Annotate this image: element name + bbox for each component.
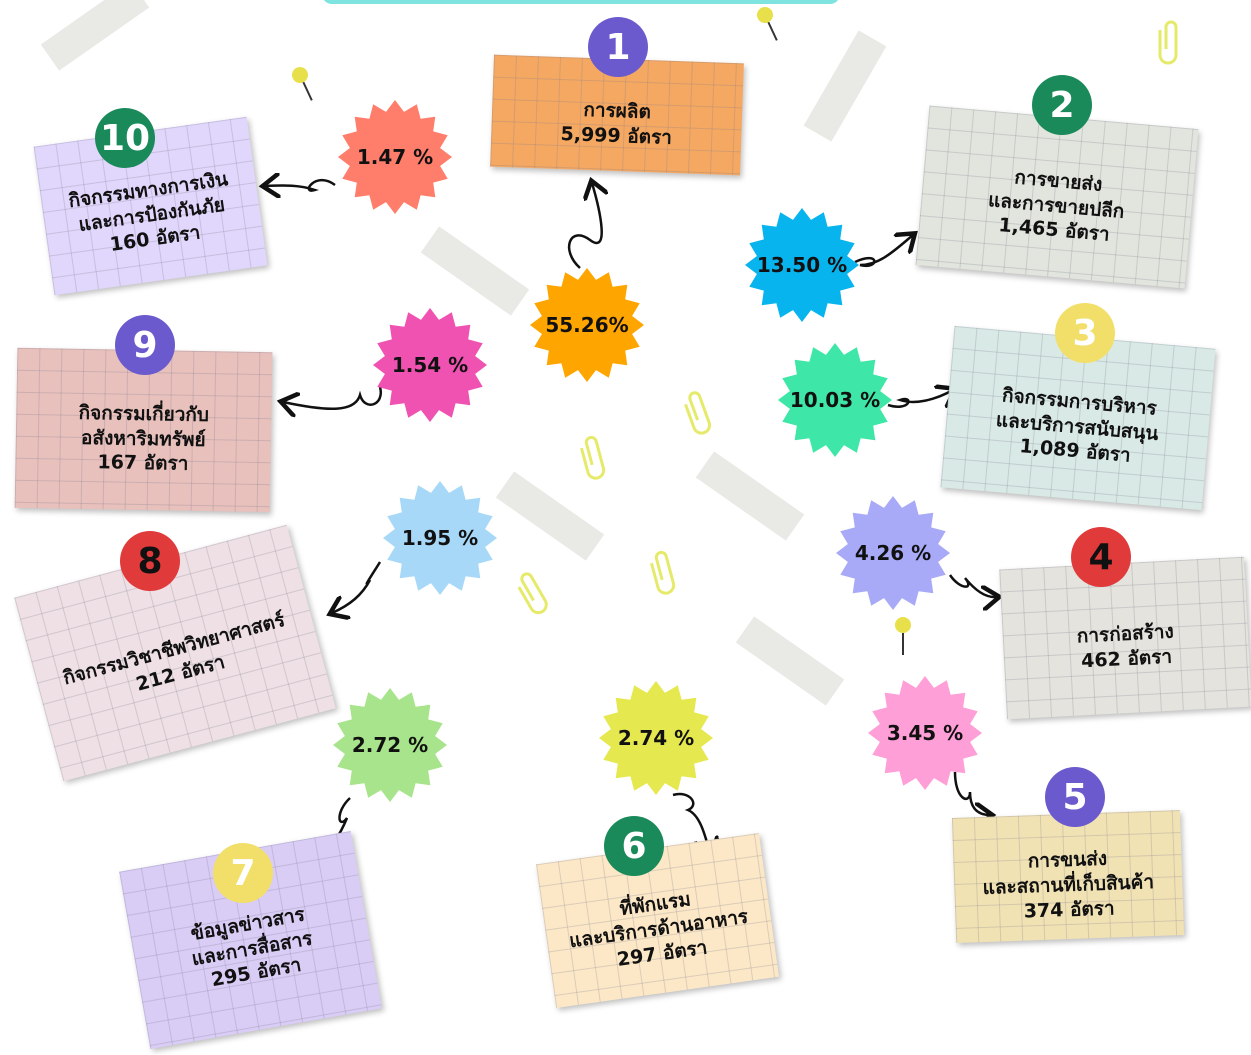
number-badge: 3 — [1055, 303, 1115, 363]
percent-label: 13.50 % — [757, 253, 847, 277]
percent-label: 2.72 % — [352, 733, 428, 757]
card-label: การผลิต — [583, 98, 651, 125]
percent-label: 1.47 % — [357, 145, 433, 169]
card-label: อสังหาริมทรัพย์ — [80, 426, 205, 453]
card-label: และสถานที่เก็บสินค้า — [982, 870, 1154, 901]
number-badge: 10 — [95, 108, 155, 168]
card-label: กิจกรรมเกี่ยวกับ — [78, 401, 209, 428]
number-badge: 6 — [604, 816, 664, 876]
arrow — [265, 180, 335, 191]
card-count: 167 อัตรา — [97, 451, 188, 477]
arrow — [888, 390, 953, 407]
card-count: 462 อัตรา — [1080, 645, 1172, 674]
card-label: การขนส่ง — [1027, 847, 1107, 874]
percent-label: 1.54 % — [392, 353, 468, 377]
percent-label: 3.45 % — [887, 721, 963, 745]
arrow — [955, 772, 990, 815]
infographic: 55.26% 13.50 % 10.03 % 4.26 % 3.45 % 2.74 % 2.… — [0, 0, 1251, 1055]
arrow — [569, 183, 602, 268]
card-count: 5,999 อัตรา — [560, 122, 672, 151]
number-badge: 9 — [115, 315, 175, 375]
percent-label: 1.95 % — [402, 526, 478, 550]
percent-label: 55.26% — [545, 313, 628, 337]
number-badge: 1 — [588, 17, 648, 77]
number-badge: 7 — [213, 843, 273, 903]
card-count: 374 อัตรา — [1023, 896, 1115, 924]
arrow — [332, 562, 380, 613]
percent-label: 4.26 % — [855, 541, 931, 565]
number-badge: 4 — [1071, 527, 1131, 587]
number-badge: 5 — [1045, 767, 1105, 827]
arrow — [950, 575, 997, 597]
percent-label: 10.03 % — [790, 388, 880, 412]
percent-label: 2.74 % — [618, 726, 694, 750]
number-badge: 8 — [120, 531, 180, 591]
header-bar — [322, 0, 840, 4]
number-badge: 2 — [1032, 75, 1092, 135]
arrow — [855, 235, 913, 266]
arrow — [283, 387, 381, 409]
